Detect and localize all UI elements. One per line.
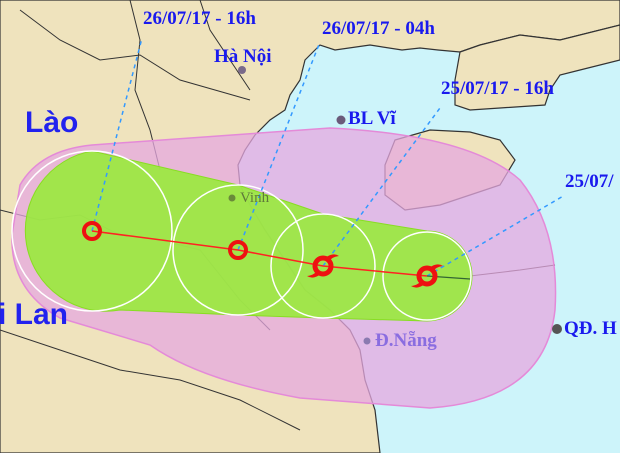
wind-circle-4 [382,231,472,321]
place-label-hoang-sa: QĐ. H [564,318,617,339]
island-dot-icon [336,115,346,125]
leizhou-land [454,24,620,111]
forecast-time-label: 25/07/17 - 16h [441,78,554,99]
place-label-da-nang: Đ.Nẵng [375,330,437,351]
place-label-vinh: Vinh [240,190,270,206]
forecast-point-2 [228,240,248,260]
wind-circle-1 [11,150,173,312]
wind-radius-circles [11,150,472,321]
city-dot-icon [363,337,371,345]
country-label-thailand: i Lan [0,298,69,331]
wind-circle-2 [172,184,304,316]
forecast-time-label: 25/07/ [565,171,614,192]
island-dot-icon [552,324,562,334]
place-label-bach-long-vi: BL Vĩ [348,108,396,129]
forecast-point-1 [82,221,102,241]
country-label-laos: Lào [25,106,79,139]
city-dot-icon [228,194,236,202]
storm-track-line [91,230,428,277]
place-label-hanoi: Hà Nội [214,46,272,67]
wind-circle-3 [270,213,376,319]
forecast-time-label: 26/07/17 - 16h [143,8,256,29]
label-leader-lines [91,37,566,277]
typhoon-icon [411,264,443,288]
forecast-time-label: 26/07/17 - 04h [322,18,435,39]
strong-wind-zone [24,150,473,322]
typhoon-icon [307,254,339,278]
city-dot-icon [238,66,246,74]
